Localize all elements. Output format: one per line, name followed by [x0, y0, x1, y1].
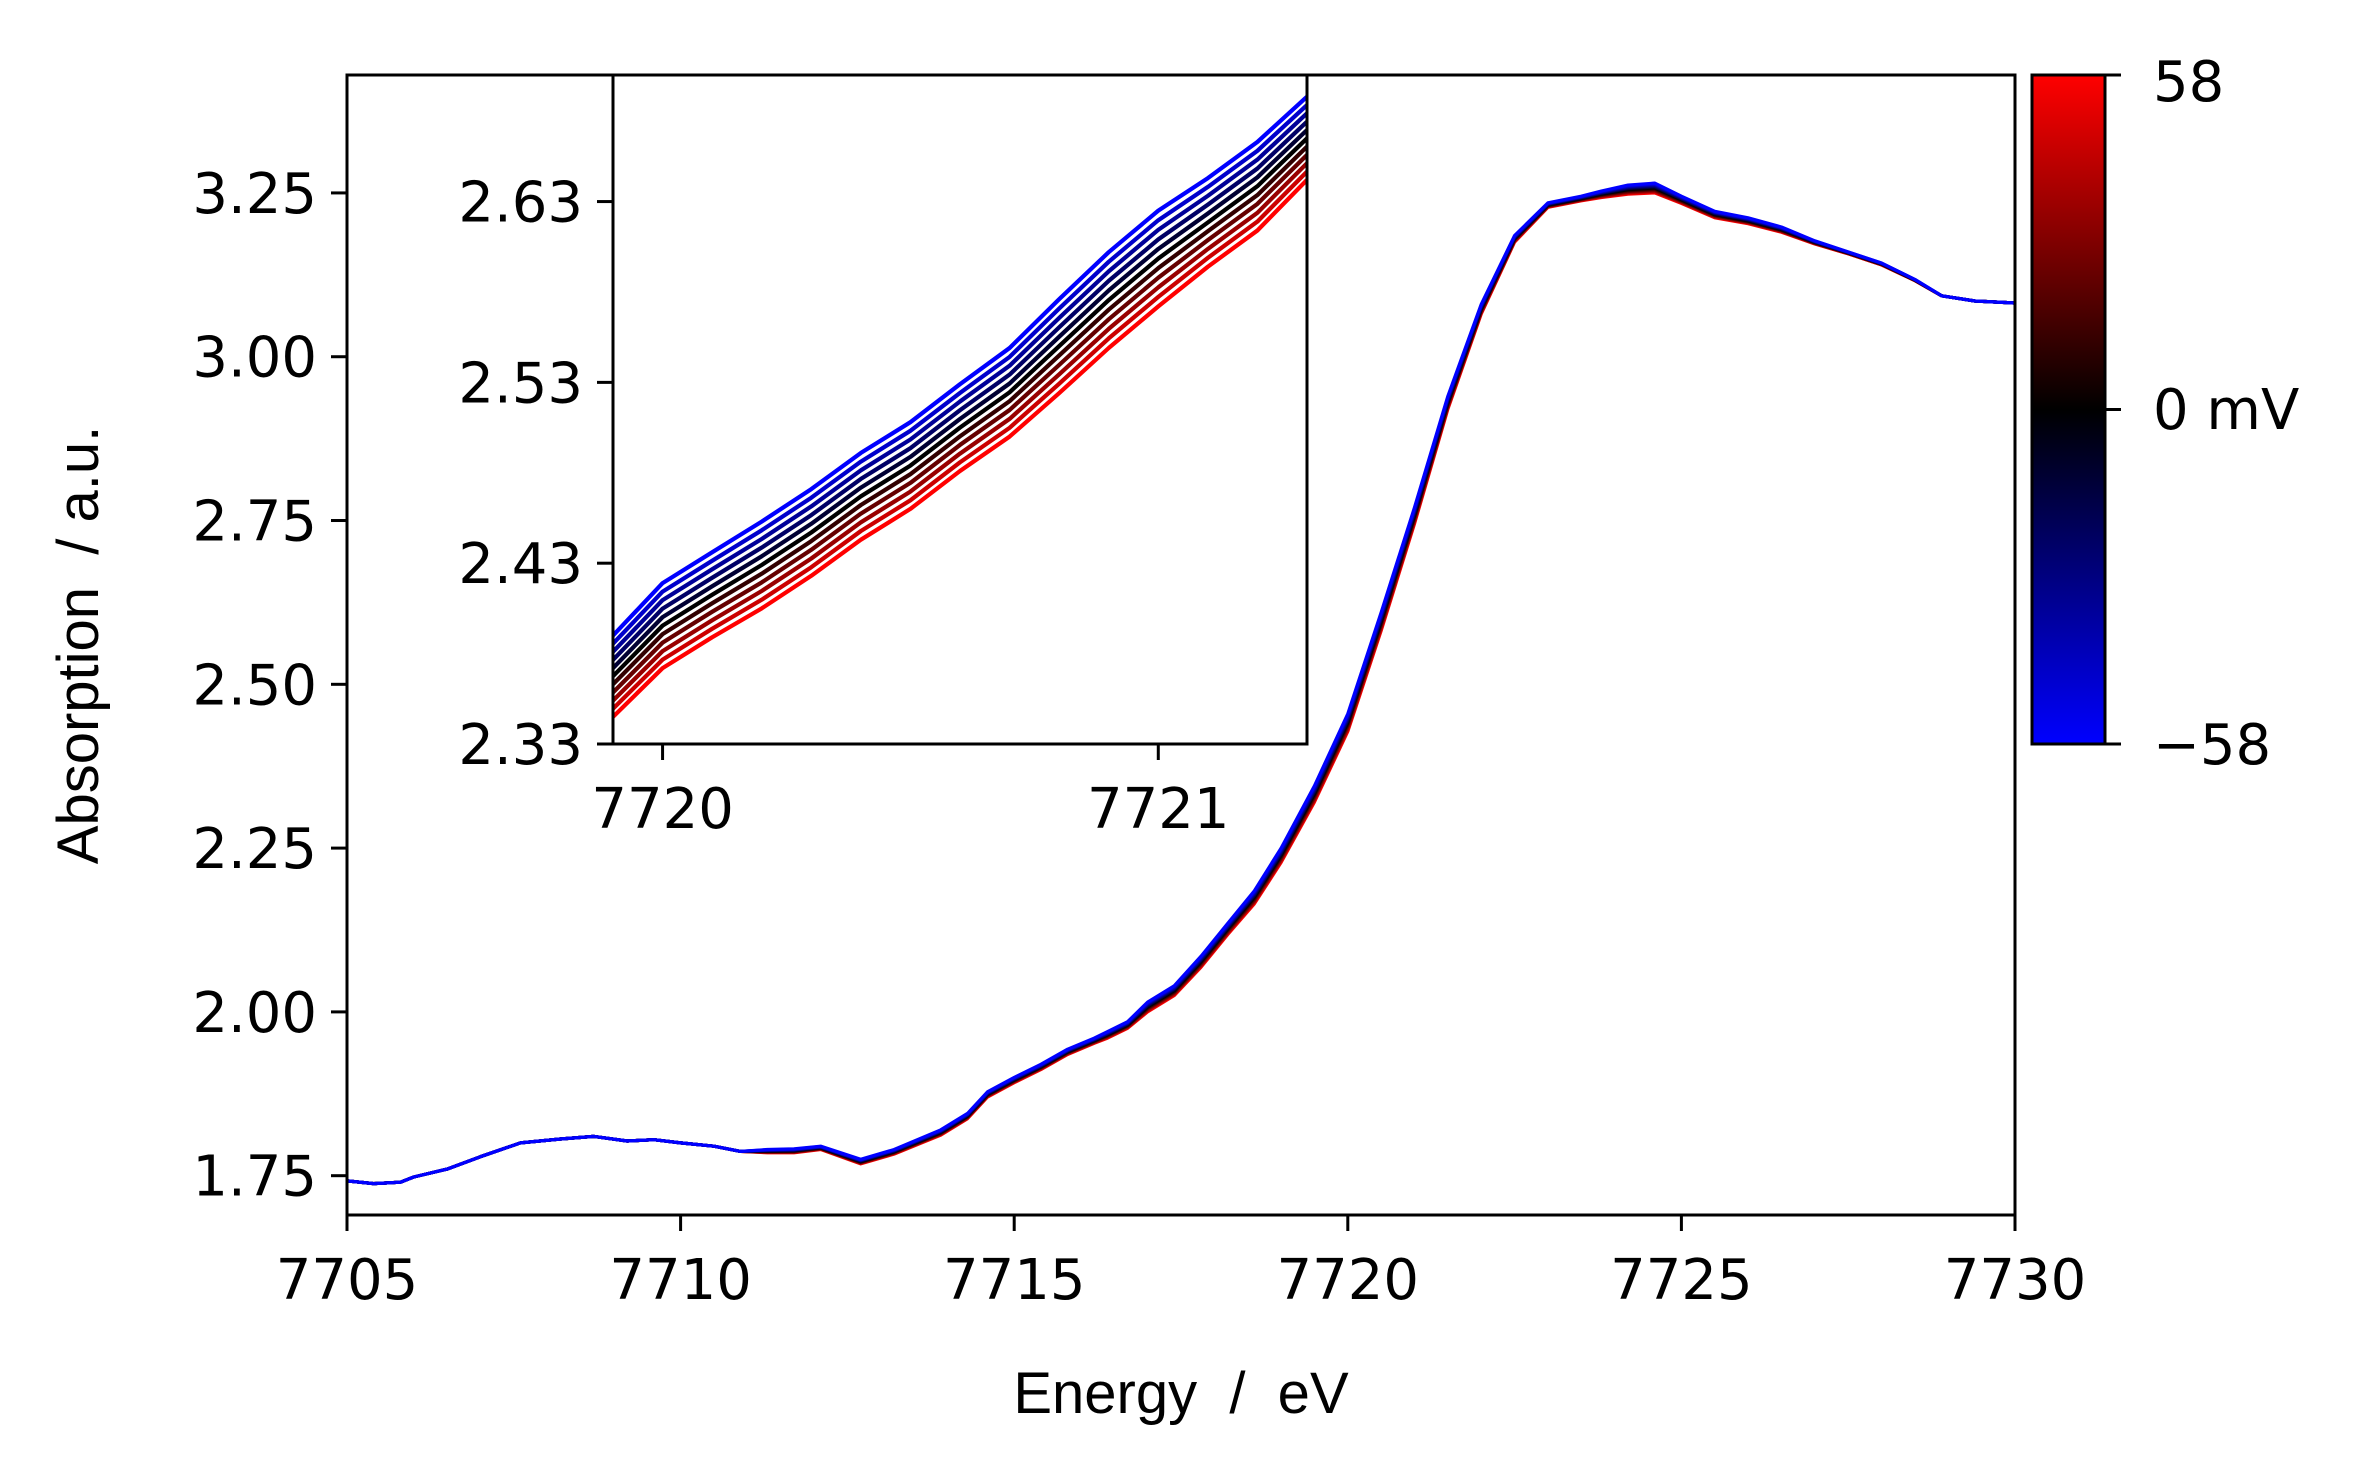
main-y-ticks: 1.75 2.00 2.25 2.50 2.75 3.00 3.25 [192, 162, 347, 1210]
main-x-tick-label: 7720 [1277, 1248, 1420, 1313]
main-y-tick-label: 2.75 [192, 490, 317, 555]
colorbar-min-label: −58 [2153, 713, 2271, 778]
inset-series-line-m35mv [613, 111, 1307, 654]
main-x-tick-label: 7715 [943, 1248, 1086, 1313]
x-axis-title: Energy / eV [1013, 1361, 1349, 1426]
colorbar-mid-label: 0 mV [2153, 378, 2299, 443]
main-x-tick-label: 7710 [609, 1248, 752, 1313]
colorbar-gradient [2030, 73, 2107, 746]
inset-x-tick-label: 7721 [1087, 777, 1230, 842]
inset-series-line-m23mv [613, 119, 1307, 663]
colorbar-max-label: 58 [2153, 50, 2224, 115]
inset-series-line-m58mv [613, 94, 1307, 638]
main-y-tick-label: 2.00 [192, 981, 317, 1046]
inset-series-group [613, 94, 1307, 720]
inset-series-line-58mv [613, 177, 1307, 720]
inset-series-line-m12mv [613, 127, 1307, 671]
main-y-tick-label: 3.00 [192, 326, 317, 391]
inset-series-line-12mv [613, 144, 1307, 687]
inset-x-tick-label: 7720 [591, 777, 734, 842]
inset-series-line-46mv [613, 169, 1307, 711]
inset-series-line-23mv [613, 152, 1307, 695]
inset-series-line-m46mv [613, 102, 1307, 646]
inset-series-line-35mv [613, 161, 1307, 703]
main-y-tick-label: 2.50 [192, 653, 317, 718]
inset-plot-frame [611, 73, 1309, 746]
main-y-tick-label: 3.25 [192, 162, 317, 227]
inset-series-line-0mv [613, 136, 1307, 679]
main-x-tick-label: 7725 [1610, 1248, 1753, 1313]
inset-y-tick-label: 2.43 [458, 532, 583, 597]
y-axis-title: Absorption / a.u. [46, 426, 111, 864]
inset-y-ticks: 2.33 2.43 2.53 2.63 [458, 171, 613, 778]
main-y-tick-label: 2.25 [192, 817, 317, 882]
main-x-tick-label: 7730 [1944, 1248, 2087, 1313]
main-y-tick-label: 1.75 [192, 1145, 317, 1210]
inset-x-ticks: 7720 7721 [591, 744, 1230, 842]
main-x-tick-label: 7705 [276, 1248, 419, 1313]
inset-plot: 7720 7721 2.33 2.43 2.53 2.63 [458, 73, 1309, 842]
main-series-group [347, 181, 2015, 1186]
inset-y-tick-label: 2.63 [458, 171, 583, 236]
inset-y-tick-label: 2.53 [458, 351, 583, 416]
main-x-ticks: 7705 7710 7715 7720 7725 7730 [276, 1215, 2087, 1313]
inset-y-tick-label: 2.33 [458, 713, 583, 778]
colorbar: 58 0 mV −58 [2030, 50, 2299, 778]
main-series-line-m58mv [347, 181, 2015, 1186]
